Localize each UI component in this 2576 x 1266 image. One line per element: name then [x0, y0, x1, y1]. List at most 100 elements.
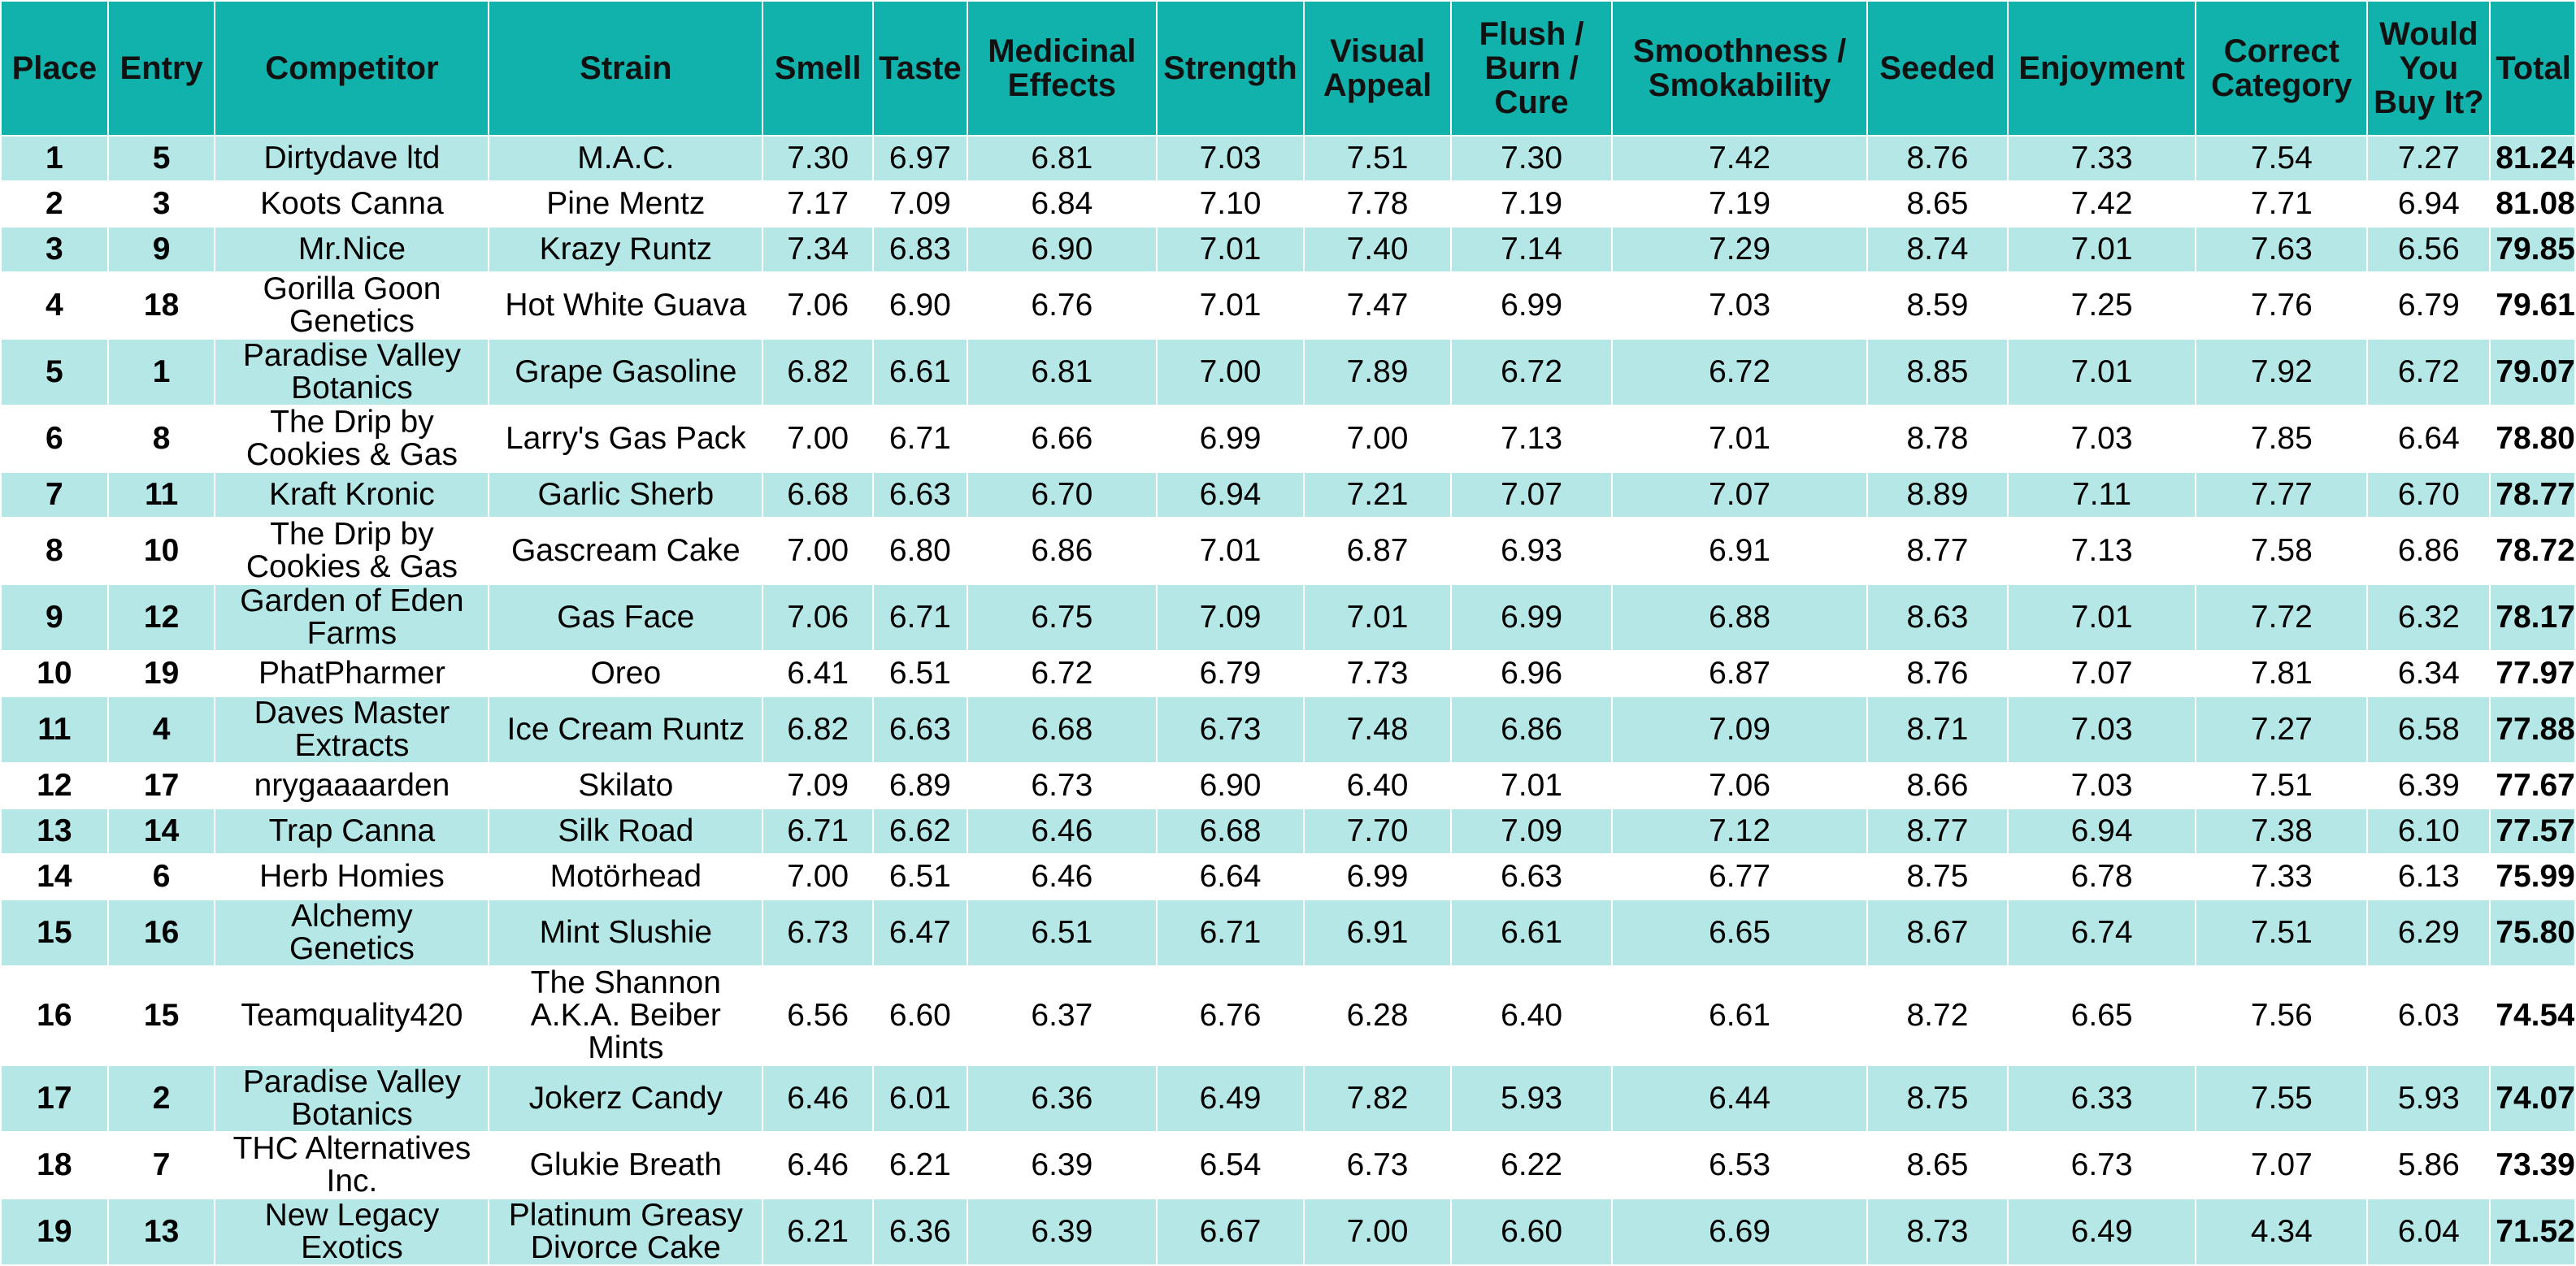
cell-category: 7.58	[2195, 517, 2369, 585]
cell-competitor-line: Paradise Valley	[242, 339, 461, 373]
cell-enjoyment: 7.01	[2006, 583, 2197, 652]
cell-buy: 5.86	[2366, 1131, 2491, 1199]
cell-smooth: 6.53	[1611, 1131, 1868, 1199]
cell-flush: 6.96	[1450, 650, 1614, 697]
cell-visual: 7.78	[1303, 180, 1453, 228]
cell-category: 7.33	[2195, 853, 2369, 900]
cell-smell: 6.46	[762, 1064, 875, 1133]
cell-entry: 16	[106, 899, 216, 967]
cell-total: 73.39	[2489, 1131, 2576, 1199]
cell-seeded: 8.72	[1866, 965, 2009, 1066]
cell-entry: 19	[106, 650, 216, 697]
cell-competitor: Trap Canna	[214, 808, 490, 855]
cell-enjoyment: 7.07	[2006, 650, 2197, 697]
cell-strain-line: A.K.A. Beiber	[530, 998, 721, 1033]
cell-place: 3	[0, 226, 109, 273]
header-enjoyment: Enjoyment	[2006, 0, 2197, 137]
cell-strain-line: M.A.C.	[577, 141, 675, 176]
cell-competitor: PhatPharmer	[214, 650, 490, 697]
cell-entry: 4	[106, 696, 216, 764]
cell-taste: 6.51	[872, 853, 968, 900]
cell-visual: 7.51	[1303, 135, 1453, 182]
cell-strength: 6.49	[1156, 1064, 1305, 1133]
results-body: 1 5 Dirtydave ltd M.A.C. 7.30 6.97 6.81 7.03 7.5…	[0, 135, 2576, 1266]
cell-medicinal: 6.66	[966, 405, 1158, 473]
cell-enjoyment: 7.03	[2006, 405, 2197, 473]
cell-strain-line: Pine Mentz	[546, 186, 706, 221]
cell-seeded: 8.65	[1866, 180, 2009, 228]
cell-taste: 6.71	[872, 405, 968, 473]
cell-place: 12	[0, 762, 109, 809]
cell-smooth: 6.91	[1611, 517, 1868, 585]
cell-smell: 6.68	[762, 471, 875, 518]
table-row: 5 1 Paradise Valley Botanics Grape Gasoline 6…	[0, 338, 2576, 406]
cell-visual: 7.00	[1303, 405, 1453, 473]
cell-competitor-line: The Drip by	[270, 405, 434, 440]
cell-taste: 6.47	[872, 899, 968, 967]
cell-competitor-line: Farms	[306, 616, 397, 651]
cell-flush: 7.13	[1450, 405, 1614, 473]
cell-competitor: New Legacy Exotics	[214, 1198, 490, 1266]
cell-strength: 6.73	[1156, 696, 1305, 764]
cell-enjoyment: 7.03	[2006, 696, 2197, 764]
header-medicinal-effects: Medicinal Effects	[966, 0, 1158, 137]
cell-competitor-line: Botanics	[291, 371, 413, 405]
cell-strain-line: Krazy Runtz	[539, 232, 713, 267]
header-taste: Taste	[872, 0, 968, 137]
header-smooth-line-1: Smoothness /	[1632, 33, 1847, 69]
cell-category: 7.51	[2195, 762, 2369, 809]
cell-competitor-line: Trap Canna	[268, 813, 436, 848]
cell-strain: Pine Mentz	[488, 180, 764, 228]
cell-smell: 6.82	[762, 338, 875, 406]
cell-category: 7.27	[2195, 696, 2369, 764]
cell-entry: 8	[106, 405, 216, 473]
cell-medicinal: 6.90	[966, 226, 1158, 273]
cell-visual: 7.82	[1303, 1064, 1453, 1133]
cell-smooth: 6.69	[1611, 1198, 1868, 1266]
cell-total: 75.99	[2489, 853, 2576, 900]
cell-visual: 7.48	[1303, 696, 1453, 764]
cell-enjoyment: 6.74	[2006, 899, 2197, 967]
cell-medicinal: 6.81	[966, 135, 1158, 182]
cell-competitor-line: Inc.	[326, 1164, 378, 1199]
cell-place: 1	[0, 135, 109, 182]
cell-buy: 6.34	[2366, 650, 2491, 697]
cell-competitor-line: Herb Homies	[259, 859, 445, 894]
cell-medicinal: 6.68	[966, 696, 1158, 764]
cell-strain: Jokerz Candy	[488, 1064, 764, 1133]
table-row: 3 9 Mr.Nice Krazy Runtz 7.34 6.83 6.90 7.01 7.40…	[0, 226, 2576, 273]
cell-visual: 7.73	[1303, 650, 1453, 697]
cell-competitor: Mr.Nice	[214, 226, 490, 273]
cell-taste: 6.90	[872, 271, 968, 340]
header-flush-line-1: Flush /	[1479, 16, 1584, 52]
cell-medicinal: 6.70	[966, 471, 1158, 518]
cell-visual: 7.70	[1303, 808, 1453, 855]
cell-medicinal: 6.39	[966, 1198, 1158, 1266]
cell-strain: Larry's Gas Pack	[488, 405, 764, 473]
cell-smell: 7.00	[762, 517, 875, 585]
cell-medicinal: 6.36	[966, 1064, 1158, 1133]
cell-competitor: Daves Master Extracts	[214, 696, 490, 764]
cell-flush: 7.14	[1450, 226, 1614, 273]
cell-entry: 14	[106, 808, 216, 855]
table-row: 17 2 Paradise Valley Botanics Jokerz Candy 6.…	[0, 1064, 2576, 1133]
cell-strain: The Shannon A.K.A. Beiber Mints	[488, 965, 764, 1066]
cell-total: 77.88	[2489, 696, 2576, 764]
cell-entry: 13	[106, 1198, 216, 1266]
cell-entry: 11	[106, 471, 216, 518]
cell-flush: 7.09	[1450, 808, 1614, 855]
cell-competitor: Alchemy Genetics	[214, 899, 490, 967]
header-visual-appeal: Visual Appeal	[1303, 0, 1453, 137]
cell-category: 7.85	[2195, 405, 2369, 473]
cell-seeded: 8.63	[1866, 583, 2009, 652]
header-place: Place	[0, 0, 109, 137]
cell-competitor: THC Alternatives Inc.	[214, 1131, 490, 1199]
cell-place: 16	[0, 965, 109, 1066]
cell-taste: 6.62	[872, 808, 968, 855]
cell-flush: 6.61	[1450, 899, 1614, 967]
cell-enjoyment: 7.01	[2006, 226, 2197, 273]
cell-competitor: Teamquality420	[214, 965, 490, 1066]
cell-entry: 3	[106, 180, 216, 228]
cell-seeded: 8.74	[1866, 226, 2009, 273]
cell-buy: 6.64	[2366, 405, 2491, 473]
